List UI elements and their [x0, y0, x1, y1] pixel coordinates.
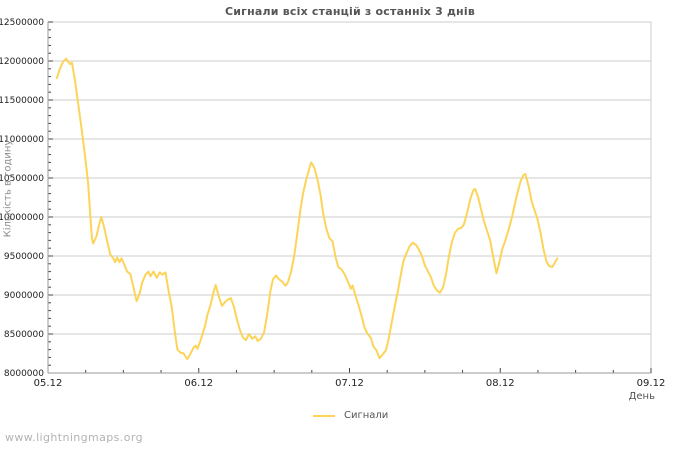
x-axis-label: День	[628, 391, 655, 402]
y-tick-label: 12000000	[0, 57, 44, 67]
x-tick-label: 09.12	[637, 378, 666, 389]
plot-border	[47, 21, 652, 374]
x-tick-label: 08.12	[486, 378, 515, 389]
x-tick-label: 05.12	[34, 378, 63, 389]
chart-title: Сигнали всіх станцій з останніх 3 днів	[225, 5, 475, 18]
watermark-link[interactable]: www.lightningmaps.org	[5, 431, 143, 444]
legend-line-swatch	[313, 415, 335, 417]
y-axis-label: Кількість в годину	[2, 139, 14, 238]
y-tick-label: 11000000	[0, 135, 44, 145]
legend-label: Сигнали	[344, 410, 389, 421]
y-tick-label: 8500000	[4, 330, 44, 340]
y-tick-label: 12500000	[0, 18, 44, 28]
y-tick-label: 9000000	[4, 291, 44, 301]
legend: Сигнали	[313, 410, 388, 421]
y-tick-label: 8000000	[4, 369, 44, 379]
y-tick-label: 10500000	[0, 174, 44, 184]
x-tick-label: 06.12	[184, 378, 213, 389]
signals-series-line	[55, 57, 559, 360]
y-tick-label: 11500000	[0, 96, 44, 106]
y-tick-label: 10000000	[0, 213, 44, 223]
x-tick-label: 07.12	[335, 378, 364, 389]
y-tick-label: 9500000	[4, 252, 44, 262]
